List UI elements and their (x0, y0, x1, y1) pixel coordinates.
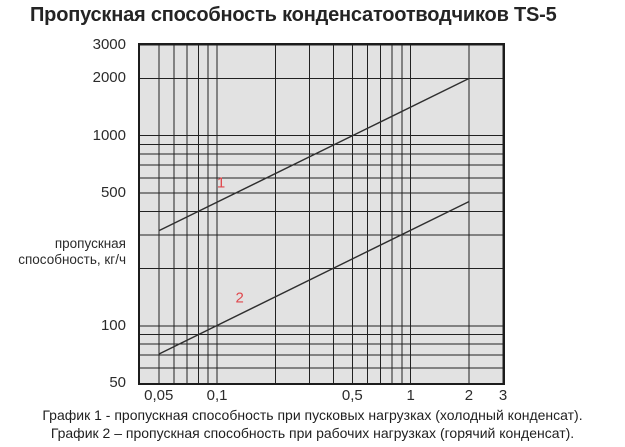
series-line-2 (158, 200, 470, 355)
x-tick-label: 0,5 (341, 387, 363, 404)
x-tick-label: 3 (498, 387, 508, 404)
x-tick-label: 0,05 (144, 387, 174, 404)
x-tick-label: 2 (464, 387, 474, 404)
caption-line-2: График 2 – пропускная способность при ра… (50, 424, 575, 441)
x-tick-label: 0,1 (206, 387, 228, 404)
caption-line-1: График 1 - пропускная способность при пу… (42, 407, 583, 423)
y-tick-label: 1000 (92, 126, 126, 144)
y-axis-label-line1: пропускная (54, 236, 126, 251)
x-tick-label: 1 (406, 387, 415, 404)
series-label-1: 1 (217, 174, 225, 191)
y-axis-label-line2: способность, кг/ч (18, 252, 126, 267)
y-tick-label: 3000 (92, 36, 126, 53)
y-axis-label: пропускная способность, кг/ч (0, 236, 126, 268)
series-line-1 (158, 77, 470, 232)
y-tick-label: 50 (109, 374, 126, 391)
chart-captions: График 1 - пропускная способность при пу… (0, 407, 625, 442)
y-tick-label: 100 (100, 316, 126, 334)
chart-title: Пропускная способность конденсатоотводчи… (30, 4, 557, 26)
y-tick-label: 500 (100, 183, 126, 201)
series-label-2: 2 (236, 290, 244, 307)
y-tick-label: 2000 (92, 69, 126, 87)
plot-grid-and-series: 12 (140, 45, 503, 383)
